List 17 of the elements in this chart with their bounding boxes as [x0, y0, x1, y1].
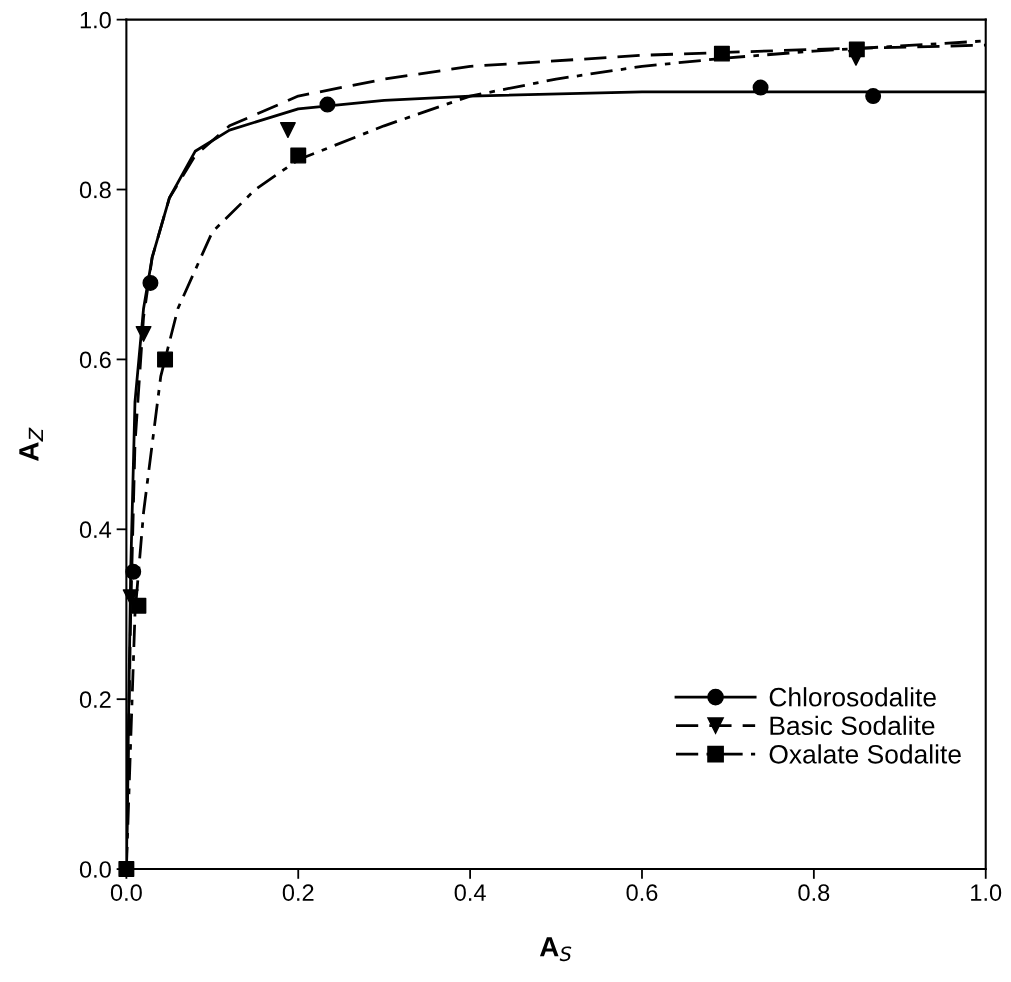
x-tick-label: 0.2: [282, 884, 314, 901]
y-axis-title: A$_{Z}$: [19, 427, 43, 461]
x-tick-label: 1.0: [971, 884, 1002, 901]
y-tick-label: 0.0: [79, 861, 111, 878]
x-tick-label: 0.4: [454, 884, 486, 901]
y-tick-label: 0.6: [79, 351, 111, 369]
x-tick-label: 0.6: [626, 884, 658, 901]
legend-label: Basic Sodalite: [770, 715, 935, 736]
x-axis-title: A$_{S}$: [539, 937, 572, 962]
legend-label: Oxalate Sodalite: [769, 744, 961, 764]
y-tick-label: 0.2: [79, 691, 111, 708]
x-tick-label: 0.8: [798, 884, 830, 901]
y-tick-label: 0.4: [79, 521, 112, 539]
y-tick-label: 0.8: [79, 181, 111, 199]
y-tick-label: 1.0: [80, 11, 111, 29]
x-tick-label: 0.0: [110, 884, 142, 901]
legend-label: Chlorosodalite: [769, 687, 936, 707]
